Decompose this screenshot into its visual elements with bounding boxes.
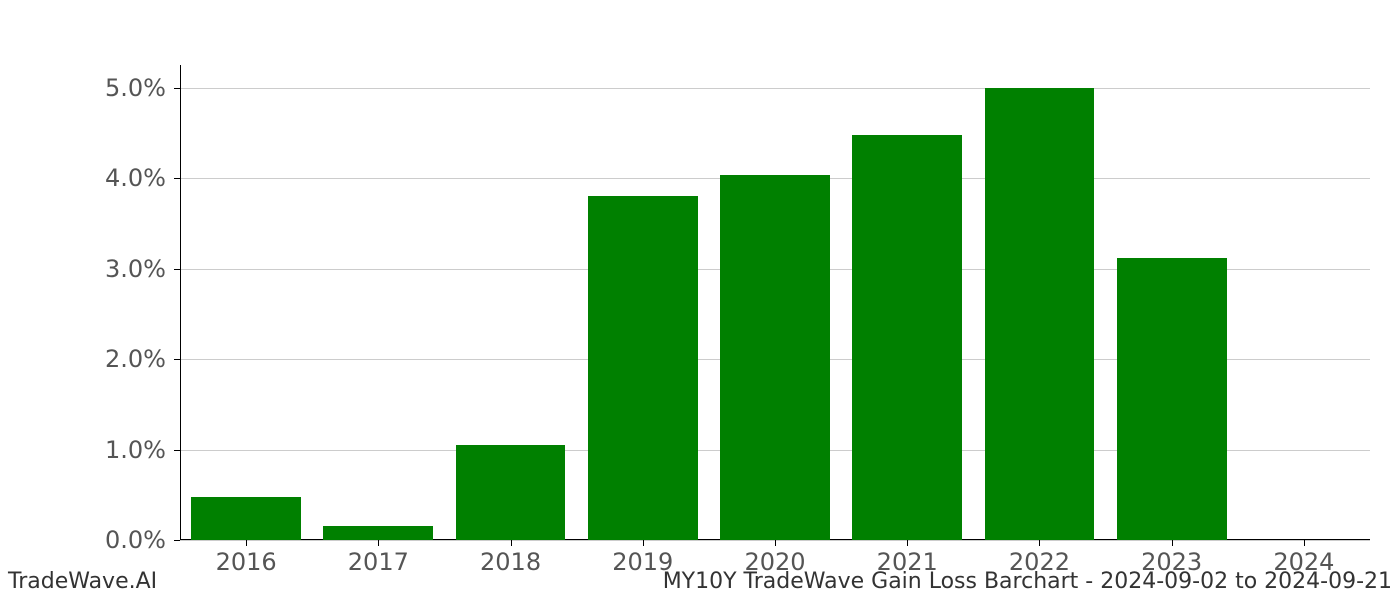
ytick-label: 1.0%	[0, 436, 166, 464]
bar	[456, 445, 566, 540]
xtick-mark	[643, 540, 644, 546]
xtick-mark	[1039, 540, 1040, 546]
footer-brand: TradeWave.AI	[8, 569, 157, 594]
chart-container: 0.0%1.0%2.0%3.0%4.0%5.0% 201620172018201…	[0, 0, 1400, 600]
xtick-mark	[1172, 540, 1173, 546]
bar	[191, 497, 301, 540]
xtick-mark	[378, 540, 379, 546]
ytick-mark	[174, 269, 180, 270]
bar	[852, 135, 962, 540]
xtick-mark	[907, 540, 908, 546]
ytick-mark	[174, 88, 180, 89]
footer-caption: MY10Y TradeWave Gain Loss Barchart - 202…	[663, 569, 1392, 594]
y-axis	[180, 65, 181, 540]
ytick-mark	[174, 450, 180, 451]
bar	[720, 175, 830, 540]
xtick-mark	[511, 540, 512, 546]
ytick-label: 5.0%	[0, 74, 166, 102]
xtick-mark	[1304, 540, 1305, 546]
ytick-label: 0.0%	[0, 526, 166, 554]
xtick-mark	[775, 540, 776, 546]
ytick-mark	[174, 540, 180, 541]
ytick-label: 3.0%	[0, 255, 166, 283]
xtick-label: 2016	[216, 548, 277, 576]
ytick-mark	[174, 178, 180, 179]
ytick-label: 2.0%	[0, 345, 166, 373]
grid-line	[180, 88, 1370, 89]
bar	[323, 526, 433, 540]
plot-area	[180, 65, 1370, 540]
bar	[985, 88, 1095, 540]
bar	[588, 196, 698, 540]
xtick-mark	[246, 540, 247, 546]
ytick-mark	[174, 359, 180, 360]
xtick-label: 2017	[348, 548, 409, 576]
xtick-label: 2018	[480, 548, 541, 576]
bar	[1117, 258, 1227, 540]
ytick-label: 4.0%	[0, 164, 166, 192]
